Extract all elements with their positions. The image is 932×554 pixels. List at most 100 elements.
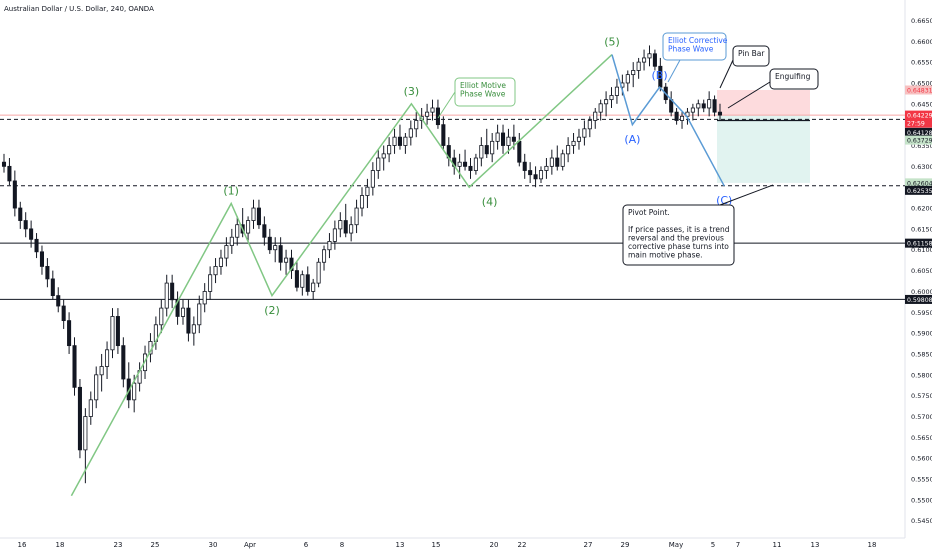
candle-body [72,345,77,388]
candle-body [441,124,446,146]
callout-text: Pivot Point. [628,208,670,217]
candle-body [625,74,630,84]
candle-body [224,245,229,259]
candle-body [501,132,506,146]
candle-body [251,207,256,221]
candle-body [457,161,462,167]
price-badge [905,178,932,188]
candle-body [115,316,120,347]
candle-body [23,220,28,230]
wave-label: (3) [404,85,420,98]
candle-body [39,251,44,267]
candle-body [202,291,207,305]
candle-body [197,303,202,326]
candle-body [576,136,581,142]
candle-body [397,136,402,146]
callout-pointer [719,59,734,89]
price-badge-label: 0.61158 [907,241,932,248]
candle-body [273,245,278,251]
candle-body [473,157,478,171]
candle-body [680,115,685,121]
time-tick-label: Apr [244,541,256,549]
candle-body [652,53,657,67]
callout-box [732,45,770,67]
time-tick-label: 13 [396,541,405,549]
time-tick-label: 30 [209,541,218,549]
candle-body [349,224,354,234]
candle-body [170,282,175,301]
candle-body [235,224,240,238]
candle-body [647,53,652,59]
candle-body [495,132,500,142]
price-badge-label: 0.59808 [907,297,932,304]
candle-body [511,136,516,142]
candle-body [311,282,316,292]
candle-body [370,170,375,188]
callout-box [454,77,516,107]
candle-body [50,278,55,297]
candle-body [316,261,321,284]
callout-text: Phase Wave [460,90,506,99]
wave-label: (A) [624,133,640,146]
candle-body [45,266,50,280]
candle-body [566,145,571,155]
candle-body [110,316,115,351]
candle-body [701,103,706,109]
callout-box [662,32,727,61]
candle-body [528,170,533,176]
callout-pointer [727,81,771,109]
candle-body [463,161,468,167]
candle-body [642,57,647,63]
time-tick-label: 23 [114,541,123,549]
price-badge [905,135,932,145]
candle-body [484,145,489,155]
take-profit-zone [717,115,810,183]
candle-body [387,145,392,155]
price-badge [905,294,932,304]
candle-body [121,345,126,380]
candle-body [381,153,386,159]
wave-label: (B) [652,69,668,82]
candle-body [294,270,299,288]
candle-body [674,111,679,121]
candle-body [604,99,609,105]
price-badge [905,110,932,120]
candle-body [159,307,164,326]
candle-body [354,207,359,226]
candle-body [218,257,223,267]
candle-body [403,136,408,146]
time-tick-label: May [669,541,683,549]
candle-body [696,103,701,109]
candle-body [430,107,435,113]
motive-wave-line [70,54,613,497]
time-tick-label: 16 [18,541,27,549]
candle-body [191,324,196,334]
candle-body [593,111,598,121]
candle-body [598,103,603,113]
candle-body [517,140,522,163]
candle-body [284,257,289,263]
callout-pointer [719,184,774,206]
candle-body [208,274,213,292]
candle-body [327,240,332,251]
price-badge-label: 0.64229 [907,113,932,120]
time-tick-label: 27 [584,541,593,549]
time-tick-label: 18 [56,541,65,549]
candle-body [522,161,527,171]
price-badge [905,85,932,95]
candle-body [582,128,587,138]
candle-body [300,274,305,288]
